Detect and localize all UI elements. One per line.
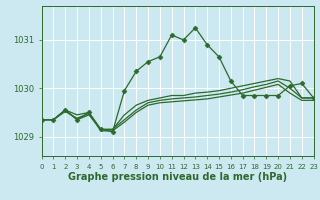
X-axis label: Graphe pression niveau de la mer (hPa): Graphe pression niveau de la mer (hPa) xyxy=(68,172,287,182)
